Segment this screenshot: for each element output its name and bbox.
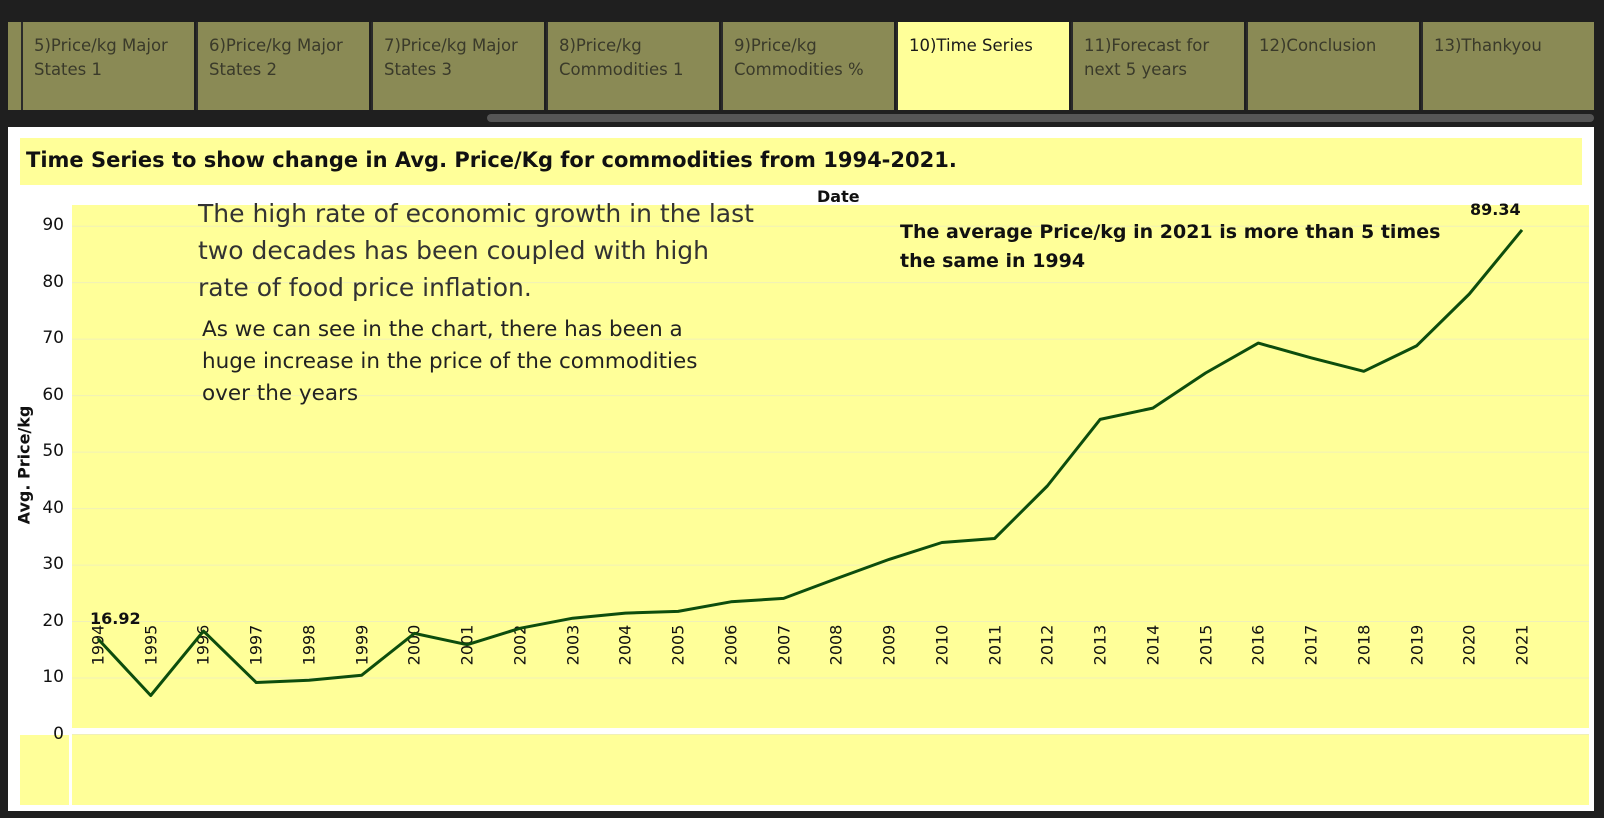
data-point[interactable] xyxy=(1518,226,1526,234)
data-point[interactable] xyxy=(1096,415,1104,423)
title-band: Time Series to show change in Avg. Price… xyxy=(20,138,1582,185)
y-tick-label: 80 xyxy=(42,271,64,292)
axis-corner xyxy=(20,735,69,805)
data-point[interactable] xyxy=(1043,482,1051,490)
data-point[interactable] xyxy=(1202,369,1210,377)
data-point[interactable] xyxy=(727,598,735,606)
data-point[interactable] xyxy=(1307,354,1315,362)
data-point[interactable] xyxy=(358,671,366,679)
tab-0[interactable]: 5)Price/kg Major States 1 xyxy=(21,22,194,110)
data-point[interactable] xyxy=(1149,404,1157,412)
data-point[interactable] xyxy=(1254,339,1262,347)
x-axis-title: Date xyxy=(817,187,860,206)
tab-4[interactable]: 9)Price/kg Commodities % xyxy=(721,22,894,110)
data-point[interactable] xyxy=(94,635,102,643)
tab-scroll-stub[interactable] xyxy=(8,22,21,110)
dashboard-panel: Time Series to show change in Avg. Price… xyxy=(8,127,1594,811)
series-line-0[interactable] xyxy=(96,228,1524,697)
data-point[interactable] xyxy=(147,692,155,700)
data-point[interactable] xyxy=(674,607,682,615)
tab-7[interactable]: 12)Conclusion xyxy=(1246,22,1419,110)
data-point[interactable] xyxy=(410,629,418,637)
tab-3[interactable]: 8)Price/kg Commodities 1 xyxy=(546,22,719,110)
data-point[interactable] xyxy=(569,614,577,622)
tab-scrollbar[interactable] xyxy=(487,114,1594,122)
data-point[interactable] xyxy=(832,575,840,583)
tab-1[interactable]: 6)Price/kg Major States 2 xyxy=(196,22,369,110)
y-tick-label: 20 xyxy=(42,610,64,631)
callout-annotation: The average Price/kg in 2021 is more tha… xyxy=(900,221,1441,272)
y-tick-label: 10 xyxy=(42,667,64,688)
tab-6[interactable]: 11)Forecast for next 5 years xyxy=(1071,22,1244,110)
story-tab-bar: 5)Price/kg Major States 1 6)Price/kg Majo… xyxy=(8,22,1594,110)
y-tick-label: 40 xyxy=(42,497,64,518)
data-point[interactable] xyxy=(305,676,313,684)
data-label: 16.92 xyxy=(90,608,141,628)
y-tick-label: 0 xyxy=(53,723,64,744)
data-point[interactable] xyxy=(991,535,999,543)
y-tick-label: 50 xyxy=(42,441,64,462)
data-point[interactable] xyxy=(1360,367,1368,375)
data-point[interactable] xyxy=(780,594,788,602)
data-point[interactable] xyxy=(938,538,946,546)
tab-8[interactable]: 13)Thankyou xyxy=(1421,22,1594,110)
y-tick-label: 70 xyxy=(42,328,64,349)
plot-area xyxy=(72,205,1589,728)
data-point[interactable] xyxy=(199,627,207,635)
tab-2[interactable]: 7)Price/kg Major States 3 xyxy=(371,22,544,110)
x-axis-band xyxy=(72,735,1589,805)
data-point[interactable] xyxy=(252,679,260,687)
data-point[interactable] xyxy=(1465,290,1473,298)
headline-annotation: The high rate of economic growth in the … xyxy=(198,199,754,302)
data-label: 89.34 xyxy=(1470,199,1521,219)
tab-5[interactable]: 10)Time Series xyxy=(896,22,1069,110)
body-annotation: As we can see in the chart, there has be… xyxy=(202,317,698,406)
y-tick-label: 30 xyxy=(42,554,64,575)
data-point[interactable] xyxy=(516,624,524,632)
y-tick-label: 60 xyxy=(42,384,64,405)
data-point[interactable] xyxy=(463,641,471,649)
y-tick-label: 90 xyxy=(42,215,64,236)
chart-title: Time Series to show change in Avg. Price… xyxy=(26,148,957,172)
data-point[interactable] xyxy=(1413,342,1421,350)
data-point[interactable] xyxy=(885,555,893,563)
data-point[interactable] xyxy=(621,609,629,617)
